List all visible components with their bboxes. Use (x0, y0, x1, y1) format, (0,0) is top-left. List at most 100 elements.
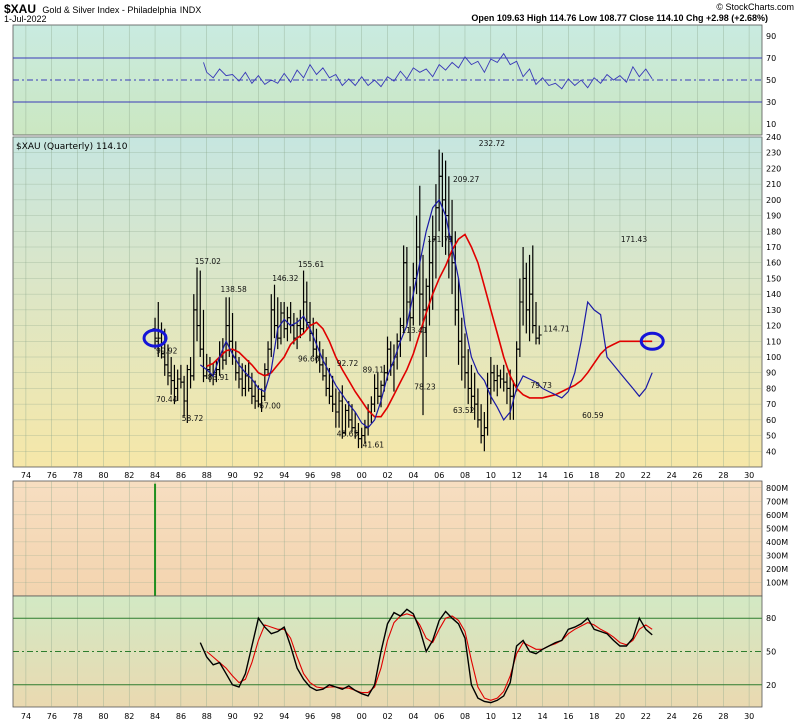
x-axis-tick-label: 74 (21, 712, 31, 721)
price-axis-tick: 160 (766, 259, 781, 268)
x-axis-tick-label: 00 (357, 712, 367, 721)
price-label: 89.11 (363, 365, 385, 374)
price-label: 99.92 (156, 346, 178, 355)
price-label: 209.27 (453, 175, 479, 184)
x-axis-tick-label: 82 (124, 471, 134, 480)
symbol: $XAU (4, 2, 37, 16)
x-axis-tick-label: 86 (176, 712, 186, 721)
x-axis-tick-label: 92 (253, 712, 263, 721)
x-axis-tick-label: 02 (383, 471, 393, 480)
price-axis-tick: 130 (766, 306, 781, 315)
price-bar (536, 325, 542, 345)
price-axis-tick: 220 (766, 164, 781, 173)
price-label: 79.73 (530, 381, 552, 390)
volume-axis-tick: 200M (766, 565, 788, 574)
price-label: 146.32 (272, 274, 298, 283)
symbol-title: $XAU Gold & Silver Index - Philadelphia … (4, 2, 201, 16)
volume-axis-tick: 800M (766, 484, 788, 493)
x-axis-tick-label: 10 (486, 712, 496, 721)
price-label: 63.52 (453, 406, 475, 415)
x-axis-tick-label: 16 (563, 471, 573, 480)
price-axis-tick: 80 (766, 384, 776, 393)
x-axis-tick-label: 90 (228, 471, 238, 480)
volume-axis-tick: 700M (766, 497, 788, 506)
x-axis-tick-label: 08 (460, 712, 470, 721)
volume-axis-tick: 400M (766, 538, 788, 547)
highlight-ellipse (142, 328, 168, 348)
x-axis-tick-label: 78 (73, 712, 83, 721)
x-axis-tick-label: 30 (744, 712, 754, 721)
volume-bar (154, 483, 157, 596)
x-axis-tick-label: 22 (641, 712, 651, 721)
stochastic-panel: 20 50 80 (12, 595, 776, 708)
highlight-ellipse (639, 331, 665, 351)
price-label: 157.02 (195, 257, 221, 266)
as-of-date: 1-Jul-2022 (4, 14, 47, 24)
price-label: 155.61 (298, 260, 324, 269)
x-axis-tick-label: 12 (512, 712, 522, 721)
volume-axis-tick: 300M (766, 551, 788, 560)
x-axis-tick-label: 04 (408, 712, 418, 721)
x-axis-tick-label: 06 (434, 471, 444, 480)
price-label: 232.72 (479, 139, 505, 148)
x-axis-tick-label: 28 (718, 471, 728, 480)
rsi-panel: 10 30 50 70 90 (12, 24, 776, 136)
x-axis-tick-label: 00 (357, 471, 367, 480)
x-axis-tick-label: 88 (202, 712, 212, 721)
x-axis-tick-label: 12 (512, 471, 522, 480)
series-label: $XAU (Quarterly) 114.10 (16, 142, 128, 152)
x-axis-tick-label: 80 (98, 471, 108, 480)
stochastic-axis-tick: 20 (766, 681, 776, 690)
slow-ma-line (206, 233, 653, 418)
exchange: INDX (179, 5, 202, 15)
fast-ma-line (199, 198, 653, 429)
x-axis-tick-label: 06 (434, 712, 444, 721)
price-axis-tick: 120 (766, 322, 781, 331)
price-label: 96.66 (298, 354, 320, 363)
x-axis-tick-label: 28 (718, 712, 728, 721)
x-axis-tick-label: 20 (615, 712, 625, 721)
x-axis-tick-label: 76 (47, 712, 57, 721)
x-axis-tick-label: 80 (98, 712, 108, 721)
price-label: 171.43 (621, 235, 647, 244)
x-axis-tick-label: 22 (641, 471, 651, 480)
ohlc-summary: Open 109.63 High 114.76 Low 108.77 Close… (471, 13, 768, 23)
price-panel: 40 50 60 70 80 90 100 110 120 130 140 150 160 170 180 1… (12, 133, 781, 468)
x-axis-tick-label: 94 (279, 471, 289, 480)
x-axis-tick-label: 74 (21, 471, 31, 480)
x-axis-tick-label: 14 (537, 471, 547, 480)
price-axis-tick: 50 (766, 432, 776, 441)
x-axis-tick-label: 02 (383, 712, 393, 721)
price-axis-tick: 140 (766, 290, 781, 299)
price-axis-tick: 190 (766, 212, 781, 221)
rsi-axis-tick: 30 (766, 98, 776, 107)
x-axis: 74 74 76 76 78 78 80 80 82 82 84 84 86 86 88 88 90 90 92 92… (21, 471, 754, 721)
x-axis-tick-label: 78 (73, 471, 83, 480)
stochastic-axis-tick: 50 (766, 648, 776, 657)
x-axis-tick-label: 04 (408, 471, 418, 480)
x-axis-tick-label: 98 (331, 471, 341, 480)
price-axis-tick: 60 (766, 416, 776, 425)
price-label: 92.72 (337, 359, 359, 368)
price-label: 113.41 (401, 326, 427, 335)
x-axis-tick-label: 16 (563, 712, 573, 721)
price-label: 114.71 (543, 324, 569, 333)
rsi-axis-tick: 50 (766, 76, 776, 85)
price-label: 58.72 (182, 414, 204, 423)
price-axis-tick: 70 (766, 400, 776, 409)
volume-axis-tick: 500M (766, 524, 788, 533)
rsi-axis-tick: 10 (766, 120, 776, 129)
x-axis-tick-label: 18 (589, 471, 599, 480)
x-axis-tick-label: 24 (667, 471, 677, 480)
x-axis-tick-label: 30 (744, 471, 754, 480)
watermark: © StockCharts.com (716, 2, 794, 12)
price-label: 41.61 (363, 441, 385, 450)
index-name: Gold & Silver Index - Philadelphia (42, 5, 177, 15)
stochastic-axis-tick: 80 (766, 614, 776, 623)
price-axis-tick: 240 (766, 133, 781, 142)
price-label: 78.23 (414, 383, 436, 392)
x-axis-tick-label: 86 (176, 471, 186, 480)
price-axis-tick: 230 (766, 149, 781, 158)
x-axis-tick-label: 14 (537, 712, 547, 721)
x-axis-tick-label: 92 (253, 471, 263, 480)
